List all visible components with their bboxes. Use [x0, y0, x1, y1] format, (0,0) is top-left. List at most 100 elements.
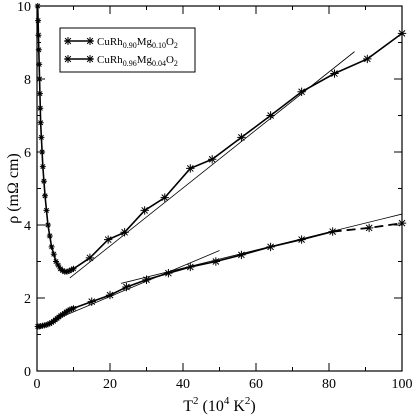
- data-point: [46, 320, 53, 327]
- data-point: [63, 308, 70, 315]
- data-point: [122, 282, 131, 292]
- legend-label-part: 0.10: [152, 41, 166, 50]
- data-point: [364, 223, 374, 233]
- axis-ticks: [36, 5, 403, 372]
- legend-label-part: CuRh: [97, 54, 123, 66]
- data-point: [330, 69, 339, 78]
- x-tick-label: 80: [322, 377, 336, 392]
- data-point: [57, 312, 64, 319]
- legend-label-part: CuRh: [97, 36, 123, 48]
- data-point: [35, 32, 42, 39]
- legend-label: CuRh0.90Mg0.10O2: [97, 36, 178, 50]
- data-point: [103, 235, 113, 244]
- data-point: [38, 134, 45, 141]
- data-point: [266, 111, 275, 120]
- legend-item: CuRh0.96Mg0.04O2: [64, 54, 178, 68]
- legend-label-part: Mg: [137, 36, 153, 48]
- data-point: [208, 155, 217, 164]
- data-point: [63, 268, 70, 275]
- data-point: [266, 242, 275, 252]
- legend-box: [59, 27, 196, 73]
- data-point: [237, 250, 246, 260]
- data-point: [48, 319, 55, 326]
- data-point: [55, 262, 62, 269]
- legend-item: CuRh0.90Mg0.10O2: [64, 36, 178, 50]
- data-point: [42, 192, 49, 199]
- legend-label-part: 0.90: [123, 41, 137, 50]
- data-point: [35, 17, 42, 24]
- data-point: [66, 267, 73, 274]
- legend-label-part: 0.96: [123, 59, 137, 68]
- data-point: [40, 178, 47, 185]
- data-point: [59, 267, 66, 274]
- data-point: [59, 311, 66, 318]
- data-point: [70, 265, 77, 272]
- legend-label: CuRh0.96Mg0.04O2: [97, 54, 178, 68]
- y-tick-label: 2: [24, 292, 31, 307]
- x-tick-label: 60: [249, 377, 263, 392]
- data-point: [186, 262, 195, 272]
- data-point: [142, 275, 151, 284]
- y-tick-label: 4: [24, 219, 31, 234]
- legend-marker: [64, 55, 72, 63]
- data-point: [68, 266, 75, 273]
- legend-marker: [64, 37, 72, 45]
- data-point: [297, 87, 306, 96]
- data-point: [85, 253, 95, 263]
- series-layer: [34, 3, 407, 330]
- data-point: [328, 227, 337, 236]
- data-point: [68, 305, 75, 312]
- legend-label-part: 0.04: [152, 59, 166, 68]
- y-tick-label: 8: [24, 73, 31, 88]
- data-point: [50, 251, 57, 258]
- x-tick-label: 100: [392, 377, 413, 392]
- data-point: [87, 297, 96, 306]
- data-point: [36, 61, 43, 68]
- data-point: [297, 235, 306, 244]
- x-tick-label: 40: [176, 377, 190, 392]
- legend-label-part: Mg: [137, 54, 153, 66]
- data-point: [44, 222, 51, 228]
- data-point: [37, 105, 44, 112]
- data-point: [120, 228, 129, 237]
- data-point: [37, 119, 44, 126]
- data-point: [70, 305, 77, 312]
- fit-lines: [36, 51, 403, 328]
- data-point: [43, 322, 50, 329]
- legend-marker: [86, 37, 94, 45]
- series-2: [34, 218, 407, 330]
- data-point: [164, 268, 173, 278]
- legend-label-part: O: [166, 54, 174, 66]
- x-axis-label: T2 (104 K2): [183, 395, 256, 415]
- legend-label-part: 2: [174, 41, 178, 50]
- legend-label-part: 2: [174, 59, 178, 68]
- data-point: [48, 243, 55, 250]
- data-point: [105, 290, 115, 300]
- data-point: [43, 207, 50, 214]
- data-point: [66, 306, 73, 313]
- y-tick-label: 6: [24, 146, 31, 161]
- x-tick-label: 0: [34, 377, 41, 392]
- y-axis-label: ρ (mΩ cm): [5, 153, 22, 224]
- y-tick-label: 10: [17, 0, 31, 15]
- data-point: [160, 193, 169, 202]
- data-point: [35, 46, 42, 53]
- data-point: [44, 321, 51, 328]
- data-point: [52, 258, 59, 265]
- data-point: [211, 257, 221, 266]
- data-point: [46, 232, 53, 239]
- legend-label-part: O: [166, 36, 174, 48]
- data-point: [140, 206, 149, 215]
- tick-labels: 0 20 40 60 80 100 0 2 4 6 8 10: [17, 0, 413, 392]
- data-point: [237, 133, 246, 142]
- legend-marker: [86, 55, 94, 63]
- data-point: [39, 163, 46, 170]
- series-line: [37, 230, 333, 328]
- data-point: [36, 90, 43, 97]
- data-point: [186, 164, 195, 173]
- data-point: [363, 54, 372, 64]
- y-tick-label: 0: [24, 365, 31, 380]
- data-point: [65, 307, 72, 314]
